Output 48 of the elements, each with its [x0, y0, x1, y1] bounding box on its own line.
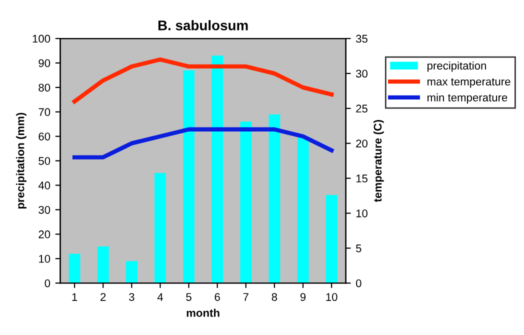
bar [268, 114, 280, 284]
chart-title: B. sabulosum [158, 20, 248, 30]
line-series [72, 127, 334, 160]
x-tick-label: 5 [186, 293, 192, 301]
y2-tick-label: 30 [356, 70, 368, 78]
y2-tick-label: 10 [356, 209, 368, 218]
y2-tick-label: 5 [356, 244, 362, 252]
bar [326, 195, 338, 284]
y2-tick-label: 20 [356, 140, 368, 148]
x-tick-label: 2 [100, 293, 106, 301]
x-tick-label: 1 [72, 293, 78, 301]
y-tick-label: 70 [38, 108, 50, 116]
y-tick-label: 30 [38, 206, 50, 214]
x-tick-label: 8 [272, 293, 278, 301]
bar [297, 136, 309, 284]
y-tick-label: 100 [32, 34, 50, 43]
y-tick-label: 20 [38, 230, 50, 238]
bar [126, 261, 138, 284]
line-series [72, 57, 334, 104]
y-tick-label: 60 [38, 132, 50, 140]
x-tick-label: 10 [326, 293, 338, 301]
y-tick-label: 80 [38, 84, 50, 92]
y-tick-label: 40 [38, 182, 50, 190]
bar [183, 70, 194, 284]
y2-tick-label: 25 [356, 104, 368, 113]
y-tick-label: 90 [38, 59, 50, 68]
bar [154, 173, 166, 284]
bar [68, 254, 80, 284]
x-tick-label: 9 [300, 293, 306, 301]
legend-label: max temperature [428, 78, 510, 88]
x-tick-label: 4 [157, 293, 163, 301]
y-tick-label: 0 [44, 279, 50, 288]
legend-label: min temperature [428, 93, 508, 104]
y2-axis-title: temperature (C) [373, 120, 384, 202]
bar [212, 56, 224, 284]
y2-tick-label: 15 [356, 174, 368, 182]
bar [97, 246, 109, 284]
x-tick-label: 7 [243, 293, 248, 301]
y-tick-label: 10 [39, 254, 50, 263]
bar [240, 122, 252, 284]
x-tick-label: 3 [128, 293, 134, 301]
y2-tick-label: 35 [356, 34, 368, 43]
y-tick-label: 50 [38, 157, 50, 165]
y2-tick-label: 0 [356, 279, 362, 288]
legend-label: precipitation [427, 61, 486, 72]
x-tick-label: 6 [214, 293, 220, 301]
x-axis-title: month [186, 308, 220, 317]
y-axis-title: precipitation (mm) [16, 112, 26, 209]
